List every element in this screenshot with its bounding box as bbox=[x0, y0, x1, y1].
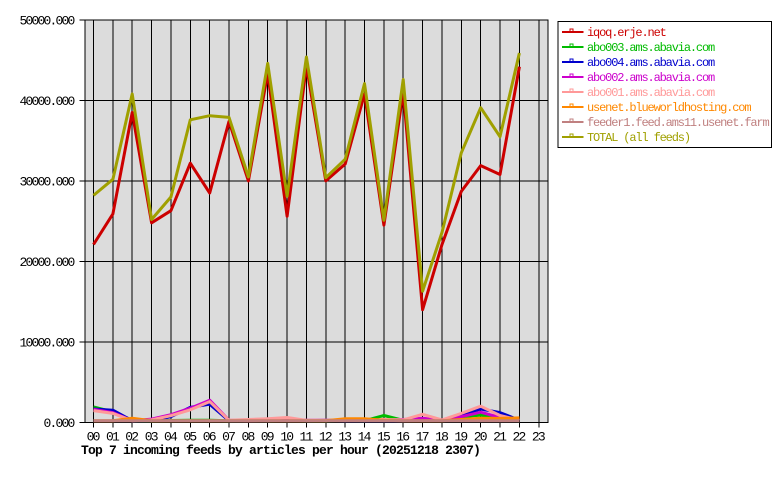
svg-text:09: 09 bbox=[261, 429, 274, 444]
svg-text:0.000: 0.000 bbox=[43, 416, 74, 431]
svg-text:20000.000: 20000.000 bbox=[19, 255, 74, 270]
svg-text:14: 14 bbox=[358, 429, 372, 444]
svg-text:iqoq.erje.net: iqoq.erje.net bbox=[587, 26, 666, 40]
svg-text:08: 08 bbox=[241, 429, 254, 444]
svg-text:12: 12 bbox=[319, 429, 332, 444]
svg-text:abo003.ams.abavia.com: abo003.ams.abavia.com bbox=[587, 41, 715, 55]
svg-text:10: 10 bbox=[280, 429, 293, 444]
svg-text:usenet.blueworldhosting.com: usenet.blueworldhosting.com bbox=[587, 101, 751, 115]
svg-text:02: 02 bbox=[125, 429, 138, 444]
svg-text:21: 21 bbox=[493, 429, 507, 444]
svg-text:11: 11 bbox=[299, 429, 313, 444]
svg-text:abo004.ams.abavia.com: abo004.ams.abavia.com bbox=[587, 56, 715, 70]
svg-text:50000.000: 50000.000 bbox=[19, 14, 74, 29]
svg-text:17: 17 bbox=[416, 429, 429, 444]
svg-text:feeder1.feed.ams11.usenet.farm: feeder1.feed.ams11.usenet.farm bbox=[587, 116, 769, 130]
svg-text:01: 01 bbox=[106, 429, 120, 444]
svg-text:30000.000: 30000.000 bbox=[19, 174, 74, 189]
svg-text:abo002.ams.abavia.com: abo002.ams.abavia.com bbox=[587, 71, 715, 85]
svg-text:05: 05 bbox=[183, 429, 196, 444]
svg-text:13: 13 bbox=[338, 429, 351, 444]
svg-text:18: 18 bbox=[435, 429, 448, 444]
svg-text:22: 22 bbox=[512, 429, 525, 444]
svg-text:15: 15 bbox=[377, 429, 390, 444]
svg-text:TOTAL (all feeds): TOTAL (all feeds) bbox=[587, 131, 690, 145]
svg-text:00: 00 bbox=[87, 429, 100, 444]
svg-text:Top 7 incoming feeds by articl: Top 7 incoming feeds by articles per hou… bbox=[81, 443, 480, 458]
svg-text:04: 04 bbox=[164, 429, 178, 444]
svg-text:abo001.ams.abavia.com: abo001.ams.abavia.com bbox=[587, 86, 715, 100]
svg-text:40000.000: 40000.000 bbox=[19, 94, 74, 109]
svg-text:06: 06 bbox=[203, 429, 216, 444]
svg-text:03: 03 bbox=[145, 429, 158, 444]
svg-text:23: 23 bbox=[532, 429, 545, 444]
svg-text:20: 20 bbox=[474, 429, 487, 444]
svg-text:19: 19 bbox=[454, 429, 467, 444]
svg-text:07: 07 bbox=[222, 429, 235, 444]
svg-text:16: 16 bbox=[396, 429, 409, 444]
svg-text:10000.000: 10000.000 bbox=[19, 335, 74, 350]
